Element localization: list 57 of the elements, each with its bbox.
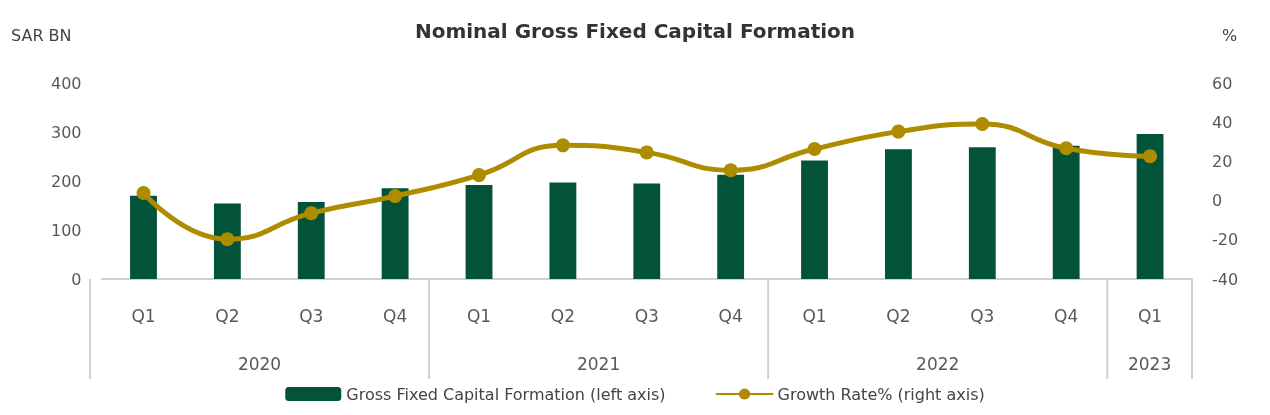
bar bbox=[717, 174, 745, 279]
y2-tick-label: 40 bbox=[1212, 112, 1233, 132]
point bbox=[136, 185, 151, 200]
point bbox=[472, 168, 487, 183]
point bbox=[1059, 141, 1074, 156]
x-tick-label: Q3 bbox=[970, 305, 995, 326]
bar bbox=[968, 147, 996, 279]
point bbox=[388, 189, 403, 204]
y2-tick-label: 0 bbox=[1212, 191, 1223, 211]
chart-title: Nominal Gross Fixed Capital Formation bbox=[414, 19, 856, 43]
y2-tick-label: 60 bbox=[1212, 73, 1233, 93]
text: 2020 bbox=[237, 354, 282, 374]
point bbox=[639, 145, 654, 160]
y-tick-label: 200 bbox=[51, 171, 82, 191]
bar bbox=[549, 182, 577, 279]
x-tick-label: Q2 bbox=[550, 305, 575, 326]
bar bbox=[1136, 133, 1164, 279]
point bbox=[220, 232, 235, 247]
x-tick-label: Q1 bbox=[802, 305, 827, 326]
bar bbox=[885, 149, 912, 279]
y-tick-label: 300 bbox=[51, 122, 82, 142]
bar bbox=[633, 183, 661, 279]
point bbox=[975, 116, 990, 131]
point bbox=[807, 142, 822, 157]
bar bbox=[465, 184, 493, 279]
x-tick-label: Q3 bbox=[299, 305, 324, 326]
y2-tick-label: 20 bbox=[1212, 151, 1233, 171]
x-tick-label: Q1 bbox=[131, 305, 156, 326]
x-tick-label: Q4 bbox=[1054, 305, 1079, 326]
bar bbox=[1052, 145, 1080, 279]
bar bbox=[130, 195, 157, 279]
text: 2021 bbox=[576, 354, 621, 374]
x-tick-label: Q1 bbox=[466, 305, 492, 326]
bar bbox=[801, 160, 828, 279]
y-tick-label: 0 bbox=[71, 269, 82, 289]
y2-tick-label: -20 bbox=[1212, 230, 1239, 250]
x-tick-label: Q3 bbox=[634, 305, 659, 326]
legend-label: Gross Fixed Capital Formation (left axis) bbox=[346, 384, 666, 404]
point bbox=[891, 124, 906, 139]
bar bbox=[381, 188, 409, 279]
point bbox=[555, 138, 570, 153]
y2-tick-label: -40 bbox=[1212, 269, 1239, 289]
x-tick-label: Q4 bbox=[383, 305, 408, 326]
y-axis-title: SAR BN bbox=[11, 25, 72, 45]
point bbox=[723, 163, 738, 178]
y2-axis-title: % bbox=[1222, 25, 1238, 45]
text: 2022 bbox=[916, 354, 960, 374]
x-tick-label: Q4 bbox=[718, 305, 743, 326]
x-tick-label: Q2 bbox=[215, 305, 240, 326]
point bbox=[1143, 149, 1158, 164]
y-tick-label: 400 bbox=[51, 73, 82, 93]
legend-label: Growth Rate% (right axis) bbox=[777, 384, 985, 404]
text: 2023 bbox=[1127, 354, 1172, 374]
y-tick-label: 100 bbox=[51, 220, 82, 240]
point bbox=[304, 206, 319, 221]
x-tick-label: Q1 bbox=[1137, 305, 1163, 326]
x-tick-label: Q2 bbox=[886, 305, 911, 326]
